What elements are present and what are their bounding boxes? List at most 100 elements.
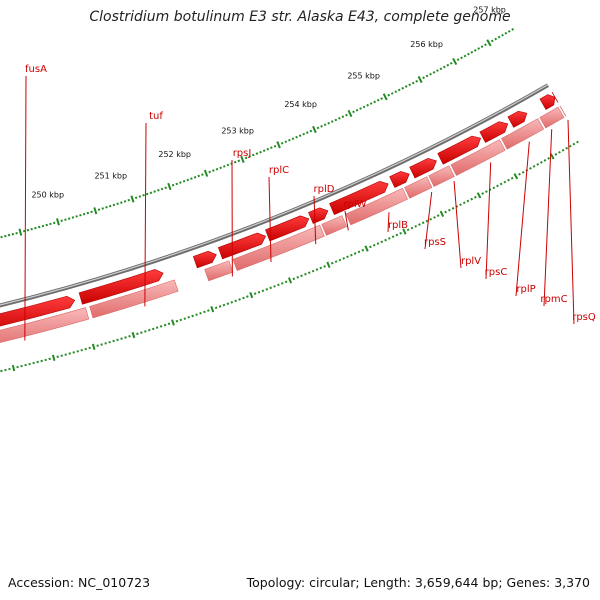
ruler-minor-tick: [474, 195, 477, 199]
gene-label[interactable]: rplC: [269, 165, 289, 176]
scale-minor-tick: [41, 224, 45, 228]
ruler-minor-tick: [369, 245, 372, 249]
scale-minor-tick: [449, 61, 453, 65]
ruler-minor-tick: [199, 311, 202, 315]
forward-gene-block: [345, 187, 409, 226]
scale-major-tick: [276, 141, 281, 149]
scale-minor-tick: [262, 149, 266, 152]
scale-minor-tick: [149, 191, 153, 195]
ruler-minor-tick: [376, 242, 380, 245]
ruler-minor-tick: [319, 266, 323, 270]
ruler-minor-tick: [44, 358, 47, 362]
backbone-line: [0, 83, 549, 308]
backbone-highlight: [0, 84, 549, 306]
scale-minor-tick: [436, 69, 439, 72]
gene-label[interactable]: rpsQ: [572, 312, 596, 323]
scale-minor-tick: [171, 183, 175, 187]
scale-minor-tick: [316, 126, 320, 130]
scale-minor-tick: [480, 45, 484, 48]
scale-minor-tick: [411, 81, 415, 85]
ruler-major-tick: [476, 192, 482, 199]
scale-minor-tick: [134, 196, 138, 200]
ruler-minor-tick: [226, 302, 230, 305]
ruler-minor-tick: [280, 282, 284, 285]
ruler-minor-tick: [536, 163, 540, 166]
scale-minor-tick: [484, 43, 487, 47]
scale-minor-tick: [501, 33, 504, 37]
gene-label[interactable]: rpsC: [485, 267, 508, 278]
ruler-minor-tick: [311, 269, 315, 273]
ruler-minor-tick: [532, 165, 536, 168]
ruler-minor-tick: [136, 332, 139, 336]
ruler-minor-tick: [167, 322, 171, 326]
gene-label[interactable]: fusA: [25, 64, 47, 75]
forward-gene-block: [501, 118, 545, 150]
scale-minor-tick: [97, 208, 101, 211]
scale-label: 255 kbp: [347, 71, 380, 80]
scale-major-tick: [203, 169, 209, 177]
ruler-minor-tick: [561, 148, 565, 152]
ruler-minor-tick: [429, 217, 433, 221]
ruler-minor-tick: [433, 216, 436, 219]
scale-minor-tick: [105, 206, 108, 209]
gene-leader-line: [144, 122, 147, 307]
ruler-minor-tick: [499, 182, 503, 186]
ruler-minor-tick: [234, 299, 237, 303]
scale-minor-tick: [248, 155, 251, 158]
ruler-minor-tick: [246, 295, 249, 298]
forward-gene-block: [89, 279, 179, 319]
ruler-minor-tick: [387, 237, 391, 240]
gene-label[interactable]: rpsS: [424, 237, 446, 248]
reverse-gene-arrow: [551, 91, 559, 103]
scale-label: 257 kbp: [473, 6, 506, 15]
ruler-minor-tick: [380, 240, 384, 244]
gene-label[interactable]: rplP: [516, 284, 535, 295]
ruler-minor-tick: [292, 277, 296, 281]
scale-minor-tick: [380, 97, 384, 100]
ruler-minor-tick: [140, 331, 143, 334]
ruler-minor-tick: [84, 347, 87, 351]
ruler-minor-tick: [462, 201, 466, 205]
ruler-minor-tick: [357, 250, 361, 254]
ruler-minor-tick: [242, 296, 245, 300]
gene-leader-line: [543, 129, 553, 307]
scale-major-tick: [56, 218, 60, 226]
gene-leader-line: [515, 141, 530, 297]
ruler-minor-tick: [372, 243, 376, 247]
scale-minor-tick: [330, 120, 334, 123]
ruler-minor-tick: [554, 152, 558, 156]
scale-minor-tick: [359, 107, 362, 110]
gene-label[interactable]: rpmC: [540, 294, 567, 305]
scale-minor-tick: [157, 189, 160, 192]
scale-minor-tick: [490, 39, 494, 43]
gene-label[interactable]: rplB: [388, 220, 408, 231]
ruler-minor-tick: [207, 309, 210, 312]
scale-minor-tick: [284, 140, 288, 144]
ruler-minor-tick: [72, 351, 75, 354]
gene-label[interactable]: tuf: [149, 111, 163, 122]
scale-major-tick: [130, 195, 135, 203]
gene-leader-line: [567, 119, 575, 325]
scale-minor-tick: [222, 165, 226, 168]
ruler-minor-tick: [334, 260, 338, 263]
gene-label[interactable]: rplV: [461, 256, 481, 267]
scale-minor-tick: [373, 100, 377, 104]
ruler-minor-tick: [448, 208, 451, 212]
gene-label[interactable]: rpsJ: [233, 148, 252, 159]
gene-leader-line: [485, 162, 492, 280]
scale-minor-tick: [30, 227, 33, 231]
ruler-minor-tick: [104, 342, 107, 345]
ruler-minor-tick: [296, 276, 300, 279]
ruler-minor-tick: [222, 303, 226, 307]
genome-summary: Topology: circular; Length: 3,659,644 bp…: [246, 575, 590, 590]
scale-labels: 250 kbp 251 kbp 252 kbp 253 kbp 254 kbp 255 k…: [31, 6, 505, 200]
scale-minor-tick: [429, 72, 432, 76]
ruler-minor-tick: [459, 203, 462, 207]
gene-label[interactable]: rplD: [314, 184, 335, 195]
scale-minor-tick: [298, 134, 302, 137]
ruler-minor-tick: [315, 268, 319, 271]
scale-minor-tick: [338, 117, 341, 120]
scale-minor-tick: [15, 231, 18, 235]
gene-label[interactable]: rplW: [343, 199, 366, 210]
scale-minor-tick: [215, 167, 219, 171]
